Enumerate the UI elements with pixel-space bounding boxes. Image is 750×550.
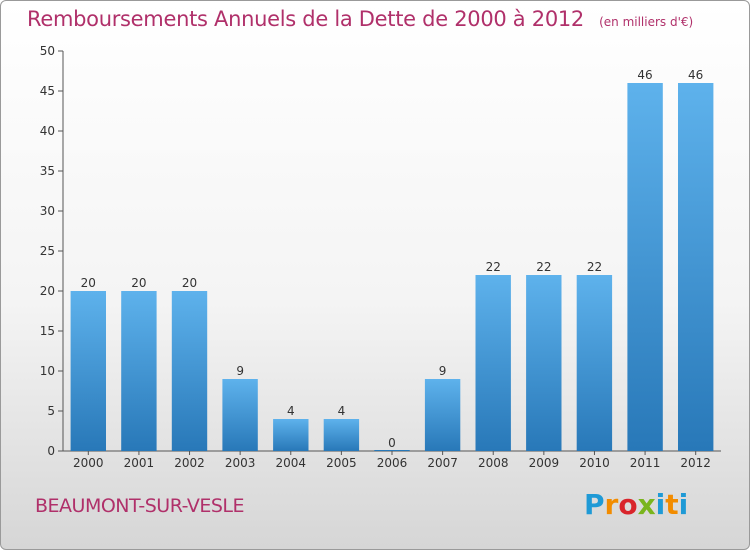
logo-letter: o [618,488,638,521]
y-tick-label: 45 [40,84,55,98]
y-tick-label: 35 [40,164,55,178]
value-label: 20 [81,276,96,290]
y-tick-label: 20 [40,284,55,298]
value-label: 22 [587,260,602,274]
commune-name: BEAUMONT-SUR-VESLE [35,495,245,517]
value-label: 20 [131,276,146,290]
bar [576,275,613,451]
x-tick-label: 2008 [478,456,509,470]
bar [475,275,511,451]
title-row: Remboursements Annuels de la Dette de 20… [27,7,693,31]
bar [222,379,258,451]
y-tick-label: 25 [40,244,55,258]
value-label: 9 [439,364,447,378]
bar [526,275,562,451]
y-tick-label: 15 [40,324,55,338]
value-label: 0 [388,436,396,450]
logo-letter: x [637,488,656,521]
x-tick-label: 2006 [377,456,408,470]
proxiti-logo[interactable]: Proxiti [584,488,688,521]
y-tick-label: 50 [40,44,55,58]
value-label: 4 [287,404,295,418]
x-tick-label: 2002 [174,456,205,470]
x-tick-label: 2001 [124,456,155,470]
value-label: 46 [688,68,703,82]
x-tick-label: 2012 [680,456,711,470]
bar [70,291,106,451]
value-label: 9 [236,364,244,378]
y-tick-label: 40 [40,124,55,138]
logo-letter: i [678,488,689,521]
x-tick-label: 2011 [630,456,661,470]
chart-subtitle: (en milliers d'€) [599,15,694,29]
value-label: 4 [338,404,346,418]
bar [171,291,208,451]
bar [678,83,714,451]
x-tick-label: 2000 [73,456,104,470]
bar [121,291,157,451]
value-label: 22 [536,260,551,274]
value-label: 46 [637,68,652,82]
bars [70,83,714,451]
logo-letter: t [665,488,679,521]
logo-letter: i [655,488,666,521]
value-label: 20 [182,276,197,290]
x-tick-label: 2003 [225,456,256,470]
labels: 20 20 20 9 4 4 0 9 22 22 22 46 46 [81,68,704,450]
x-tick-label: 2009 [529,456,560,470]
x-tick-label: 2004 [275,456,306,470]
value-label: 22 [486,260,501,274]
bar [424,379,461,451]
logo-letter: r [604,488,619,521]
y-tick-label: 5 [47,404,55,418]
x-tick-label: 2007 [427,456,458,470]
bar [273,419,309,451]
logo-letter: P [584,488,605,521]
y-tick-label: 0 [47,444,55,458]
y-tick-label: 30 [40,204,55,218]
bar [323,419,360,451]
x-tick-label: 2005 [326,456,357,470]
x-tick-label: 2010 [579,456,610,470]
bar [627,83,663,451]
chart-title: Remboursements Annuels de la Dette de 20… [27,7,584,31]
y-tick-label: 10 [40,364,55,378]
